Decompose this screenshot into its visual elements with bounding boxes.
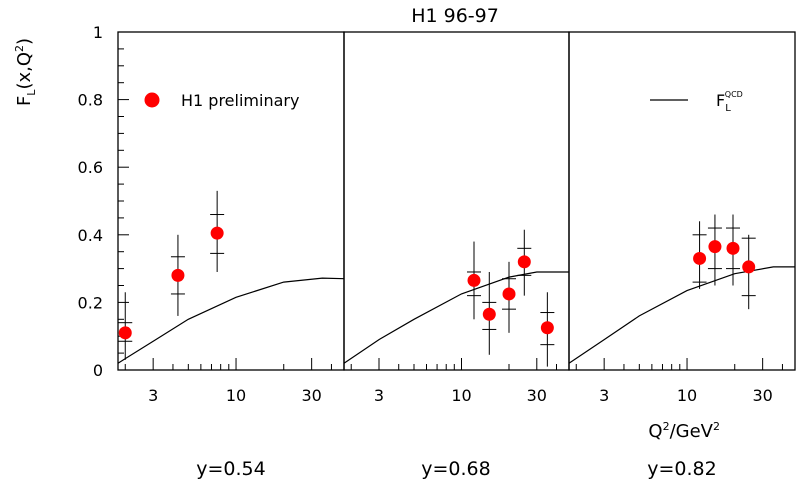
y-label-sub: L xyxy=(25,89,38,96)
x-tick-label: 30 xyxy=(527,386,547,405)
panel-label-1: y=0.54 xyxy=(196,458,265,480)
legend-qcd-main: F xyxy=(716,91,725,110)
y-tick-label: 0 xyxy=(93,361,103,380)
x-tick-label: 10 xyxy=(226,386,246,405)
panel-frame xyxy=(568,31,796,371)
legend-qcd: FL QCD xyxy=(650,90,743,114)
x-label-sup1: 2 xyxy=(663,420,670,433)
data-point xyxy=(467,241,482,320)
x-label-mid: /GeV xyxy=(670,421,714,442)
x-tick-label: 3 xyxy=(374,386,384,405)
data-point xyxy=(540,292,555,367)
legend-data-marker xyxy=(144,92,160,108)
data-marker xyxy=(482,307,496,321)
panel-2: 3 10 30 xyxy=(343,31,570,405)
plot-area: 0 0.2 0.4 0.6 0.8 1 3 10 30 3 10 30 3 10 30 xyxy=(78,23,796,405)
data-marker xyxy=(467,273,481,287)
y-tick-label: 0.8 xyxy=(78,91,103,110)
chart-title: H1 96-97 xyxy=(411,5,499,27)
data-marker xyxy=(540,321,554,335)
data-point xyxy=(692,221,707,289)
y-axis-label: FL(x,Q2) xyxy=(13,38,38,106)
x-tick-label: 3 xyxy=(148,386,158,405)
legend-qcd-label: FL QCD xyxy=(716,90,743,114)
data-marker xyxy=(210,226,224,240)
data-marker xyxy=(693,251,707,265)
x-tick-label: 10 xyxy=(677,386,697,405)
x-label-sup2: 2 xyxy=(713,420,720,433)
data-marker xyxy=(502,287,516,301)
y-tick-label: 0.2 xyxy=(78,293,103,312)
data-marker xyxy=(118,326,132,340)
y-label-sup: 2 xyxy=(13,45,26,52)
panel-frame xyxy=(117,31,345,371)
svg-text:FL(x,Q2): FL(x,Q2) xyxy=(13,38,38,106)
data-marker xyxy=(742,260,756,274)
qcd-curve xyxy=(117,277,345,364)
panel-label-2: y=0.68 xyxy=(421,458,490,480)
x-tick-label: 30 xyxy=(752,386,772,405)
panel-3: 3 10 30 xyxy=(568,31,796,405)
data-point xyxy=(118,292,133,360)
data-point xyxy=(741,234,756,310)
legend-qcd-sup: QCD xyxy=(725,90,743,99)
y-label-rest: (x,Q xyxy=(14,52,35,90)
data-point xyxy=(517,229,532,296)
data-marker xyxy=(726,241,740,255)
panel-label-3: y=0.82 xyxy=(647,458,716,480)
panel-1: 3 10 30 xyxy=(117,31,345,405)
data-marker xyxy=(708,240,722,254)
data-marker xyxy=(517,255,531,269)
data-point xyxy=(210,190,225,272)
data-point xyxy=(502,261,517,333)
x-tick-label: 10 xyxy=(451,386,471,405)
legend-qcd-sub: L xyxy=(725,103,731,114)
x-axis-label: Q2/GeV2 xyxy=(648,420,720,442)
data-marker xyxy=(171,268,185,282)
y-tick-label: 0.6 xyxy=(78,158,103,177)
legend-data-label: H1 preliminary xyxy=(181,91,299,110)
y-label-close: ) xyxy=(14,38,35,45)
x-label-q: Q xyxy=(648,421,662,442)
y-tick-label: 0.4 xyxy=(78,226,103,245)
data-point xyxy=(482,271,497,355)
data-point xyxy=(725,214,740,286)
qcd-curve xyxy=(343,271,569,364)
legend-data: H1 preliminary xyxy=(144,91,299,110)
x-tick-label: 3 xyxy=(599,386,609,405)
data-point xyxy=(707,214,722,286)
y-label-main: F xyxy=(14,96,35,106)
x-tick-label: 30 xyxy=(301,386,321,405)
panel-frame xyxy=(343,31,570,371)
qcd-curve xyxy=(568,266,795,364)
data-point xyxy=(170,234,185,316)
y-tick-label: 1 xyxy=(93,23,103,42)
